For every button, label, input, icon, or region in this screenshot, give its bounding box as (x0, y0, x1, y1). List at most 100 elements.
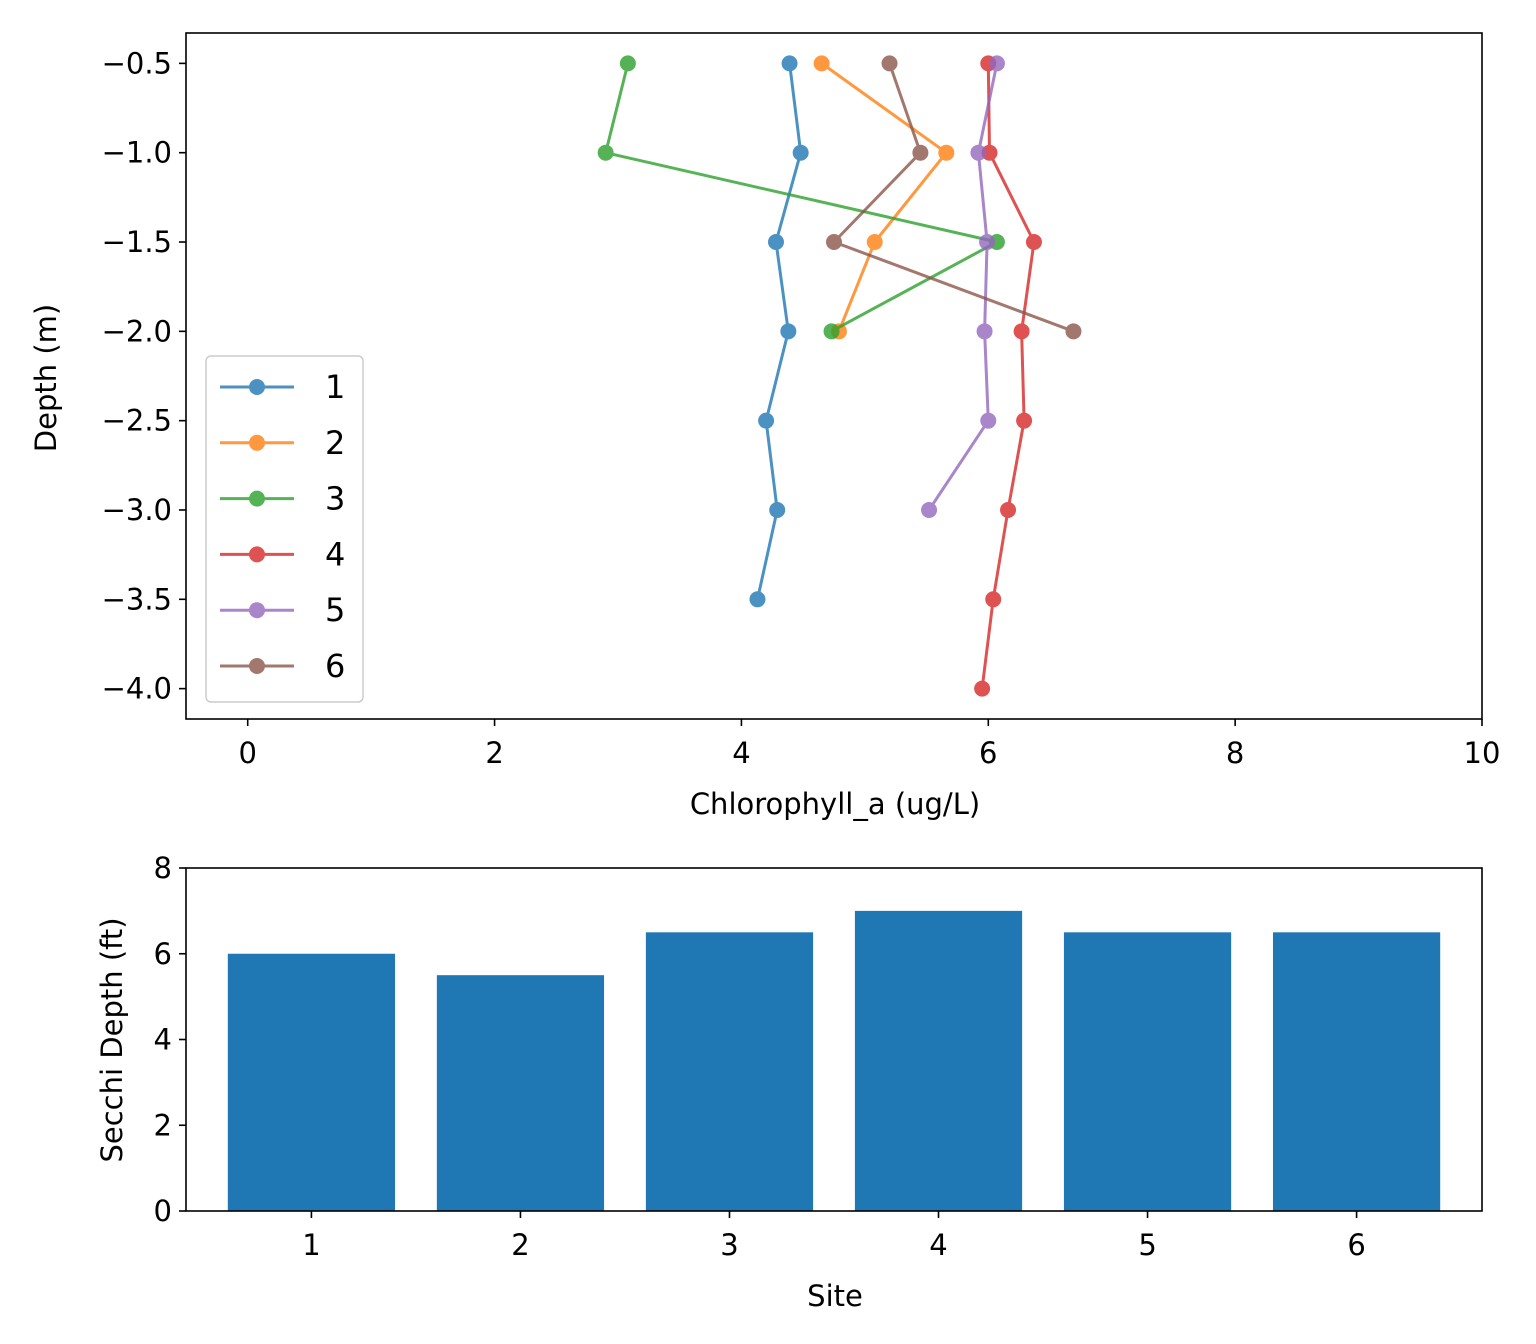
top-plot-area (186, 33, 1482, 719)
top-x-tick-label: 0 (238, 736, 256, 770)
series-3-point (823, 323, 840, 340)
series-4 (974, 55, 1042, 697)
legend-label-3: 3 (325, 480, 345, 518)
chlorophyll-depth-profile-chart: Chlorophyll_a (ug/L) Depth (m) 0 2 4 6 8 10 −0… (29, 32, 1501, 821)
bar-site-2 (436, 975, 605, 1211)
series-4-point (981, 144, 998, 161)
bottom-y-tick-label: 6 (154, 937, 172, 971)
series-6-point (881, 55, 898, 72)
series-1-point (758, 412, 775, 429)
legend-entry-4 (220, 546, 294, 563)
legend-entry-1 (220, 379, 294, 395)
legend-marker-1 (249, 379, 265, 395)
bottom-x-tick-label: 6 (1347, 1228, 1365, 1262)
bar-site-3 (645, 932, 814, 1211)
bottom-y-tick-label: 0 (154, 1194, 172, 1228)
legend-entry-2 (220, 434, 294, 451)
legend-label-1: 1 (325, 368, 345, 406)
legend-marker-4 (249, 546, 265, 563)
legend-entry-5 (220, 602, 294, 619)
series-4-point (1013, 323, 1030, 340)
legend-label-4: 4 (325, 535, 345, 573)
series-6-point (912, 144, 929, 161)
top-axes-frame (185, 32, 1483, 720)
top-y-axis-label: Depth (m) (29, 304, 63, 452)
bottom-y-tick-label: 2 (154, 1108, 172, 1142)
top-y-tick-label: −0.5 (102, 46, 172, 80)
series-5-point (980, 412, 997, 429)
bottom-y-tick-label: 4 (154, 1023, 172, 1057)
series-1-point (792, 144, 809, 161)
bottom-plot-area (186, 868, 1482, 1211)
series-3-line (604, 63, 999, 333)
series-4-point (974, 680, 991, 697)
top-y-tick-label: −3.0 (102, 493, 172, 527)
series-1-point (767, 234, 784, 251)
bar-site-4 (854, 910, 1023, 1211)
legend-marker-5 (249, 602, 265, 619)
legend-label-2: 2 (325, 424, 345, 462)
secchi-depth-bar-chart: Site Secchi Depth (ft) 1 2 3 4 5 6 0 2 4 6 8 (95, 851, 1483, 1313)
series-4-point (1016, 412, 1033, 429)
series-5-point (970, 144, 987, 161)
top-y-tick-label: −1.0 (102, 136, 172, 170)
series-5 (921, 55, 1005, 518)
top-x-axis-label: Chlorophyll_a (ug/L) (690, 787, 980, 821)
series-5-line (927, 63, 999, 511)
series-5-point (988, 55, 1005, 72)
top-y-tick-label: −3.5 (102, 582, 172, 616)
bar-site-1 (227, 953, 396, 1211)
series-2-line (820, 62, 948, 332)
top-y-tick-label: −4.0 (102, 672, 172, 706)
series-4-point (985, 591, 1002, 608)
series-1-point (749, 591, 766, 608)
legend-label-6: 6 (325, 647, 345, 685)
top-x-tick-label: 4 (732, 736, 750, 770)
bottom-x-axis-label: Site (807, 1279, 863, 1313)
series-2 (813, 55, 955, 340)
top-x-tick-label: 10 (1464, 736, 1501, 770)
series-4-point (1025, 234, 1042, 251)
series-1-point (769, 501, 786, 518)
bottom-x-tick-label: 2 (511, 1228, 529, 1262)
legend-entry-3 (220, 490, 294, 507)
bar-site-6 (1272, 932, 1441, 1211)
series-2-point (866, 234, 883, 251)
series-1-point (780, 323, 797, 340)
bottom-x-tick-label: 3 (720, 1228, 738, 1262)
series-2-point (813, 55, 830, 72)
top-x-tick-label: 6 (979, 736, 997, 770)
legend-marker-3 (249, 490, 265, 507)
legend-marker-6 (249, 658, 265, 674)
series-3-point (619, 55, 636, 72)
bottom-x-tick-label: 5 (1138, 1228, 1156, 1262)
bottom-y-axis-label: Secchi Depth (ft) (95, 917, 129, 1162)
series-4-point (1000, 501, 1017, 518)
legend: 1 2 3 4 5 6 (205, 355, 364, 703)
bar-site-5 (1063, 932, 1232, 1211)
bottom-x-tick-label: 1 (302, 1228, 320, 1262)
top-y-tick-label: −2.0 (102, 314, 172, 348)
series-2-point (938, 144, 955, 161)
bottom-x-tick-label: 4 (929, 1228, 947, 1262)
top-x-tick-label: 8 (1226, 736, 1244, 770)
bottom-axes-frame (185, 867, 1483, 1212)
series-5-point (976, 323, 993, 340)
top-x-tick-label: 2 (485, 736, 503, 770)
bottom-y-tick-label: 8 (154, 851, 172, 885)
top-y-tick-label: −2.5 (102, 404, 172, 438)
series-6 (826, 55, 1082, 340)
series-6-line (832, 62, 1075, 333)
series-6-point (826, 234, 842, 251)
legend-entry-6 (220, 658, 294, 674)
legend-label-5: 5 (325, 591, 345, 629)
series-4-line (980, 63, 1036, 689)
series-5-point (979, 234, 996, 251)
legend-marker-2 (249, 434, 265, 451)
top-y-tick-label: −1.5 (102, 225, 172, 259)
series-1 (749, 55, 809, 608)
series-6-point (1065, 323, 1082, 340)
series-1-point (781, 55, 798, 72)
series-3-point (597, 144, 614, 161)
